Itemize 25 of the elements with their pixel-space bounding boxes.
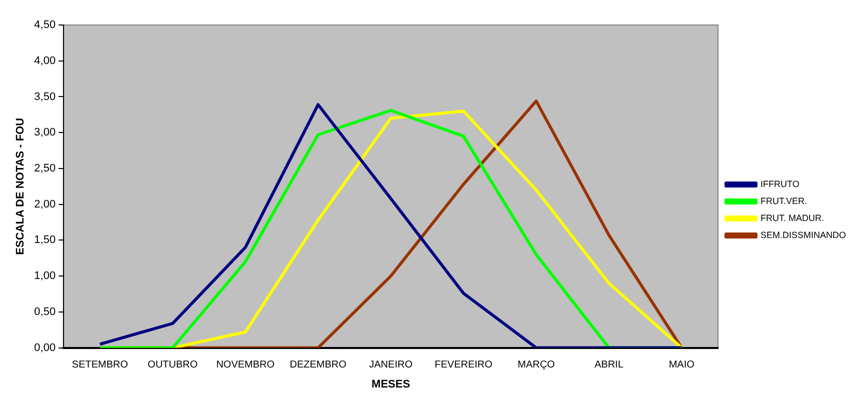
y-tick-label: 3,50 [34,90,56,103]
x-tick-label: ABRIL [594,360,624,371]
x-tick-label: DEZEMBRO [290,360,347,371]
x-tick-label: OUTUBRO [148,360,198,371]
x-tick-label: MARÇO [518,360,556,371]
x-tick-label: NOVEMBRO [216,360,275,371]
x-tick-label: SETEMBRO [72,360,128,371]
y-tick-label: 0,00 [34,342,56,354]
legend-label: IFFRUTO [760,178,800,189]
y-tick-label: 3,00 [34,126,56,139]
y-tick-label: 1,00 [34,270,56,282]
legend-label: SEM.DISSMINANDO [760,230,846,240]
y-tick-label: 2,00 [34,198,56,210]
y-tick-label: 1,50 [34,234,56,246]
legend-label: FRUT. MADUR. [760,212,824,223]
y-tick-label: 4,00 [34,54,56,67]
x-tick-label: JANEIRO [369,360,413,371]
y-tick-label: 0,50 [34,306,56,318]
x-axis-title: MESES [372,378,410,390]
x-tick-label: FEVEREIRO [434,360,493,371]
y-tick-label: 4,50 [34,19,56,32]
y-tick-label: 2,50 [34,162,56,174]
y-axis-title: ESCALA DE NOTAS - FOU [14,118,27,255]
legend-label: FRUT.VER. [760,196,808,206]
x-tick-label: MAIO [668,360,695,371]
